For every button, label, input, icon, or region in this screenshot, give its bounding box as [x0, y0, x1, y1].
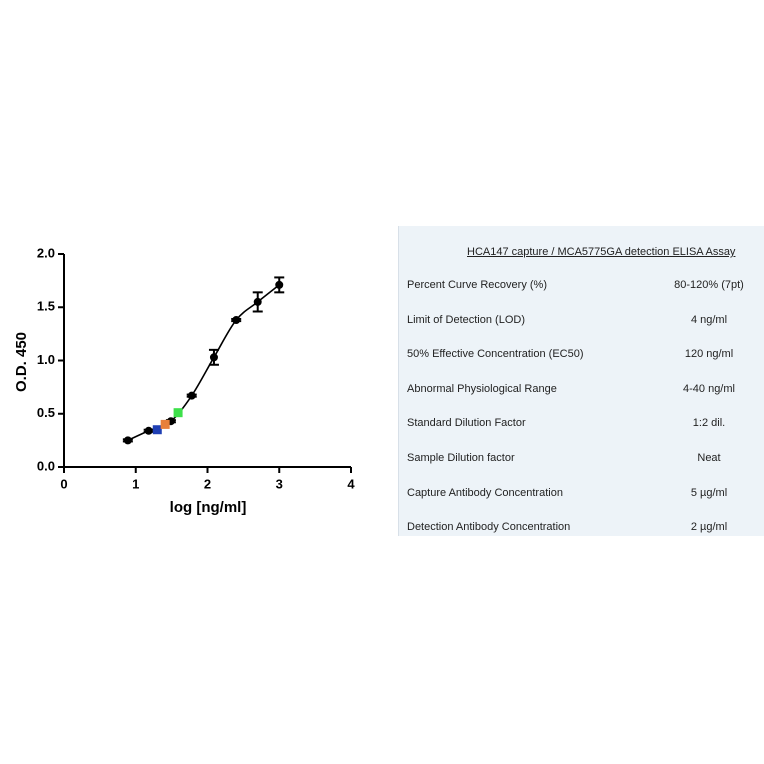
row-value: Neat	[697, 452, 721, 464]
row-label: Detection Antibody Concentration	[407, 521, 571, 534]
row-value: 4-40 ng/ml	[683, 382, 735, 395]
y-tick-label: 0.0	[37, 458, 55, 473]
point	[173, 408, 183, 418]
y-tick-label: 0.5	[37, 405, 55, 420]
point	[253, 297, 262, 306]
y-tick-label: 1.5	[37, 299, 55, 314]
y-tick-label: 1.0	[37, 352, 55, 367]
row-value: 1:2 dil.	[692, 417, 726, 430]
point	[209, 353, 218, 362]
y-axis-label: O.D. 450	[13, 332, 30, 392]
chart: log [ng/ml] O.D. 450 0 1 2 3 4 0.0 0.5 1.0 1.5 2.…	[13, 245, 355, 516]
row-label: Standard Dilution Factor	[407, 417, 526, 430]
row-label: Sample Dilution factor	[407, 452, 515, 464]
x-tick-label: 4	[347, 476, 355, 491]
table-title: HCA147 capture / MCA5775GA detection ELI…	[467, 246, 736, 258]
row-label: Abnormal Physiological Range	[407, 382, 557, 395]
row-value: 4 ng/ml	[690, 313, 728, 326]
x-tick-label: 1	[132, 476, 139, 491]
row-label: 50% Effective Concentration (EC50)	[407, 348, 584, 361]
x-tick-label: 0	[60, 476, 67, 491]
row-value: 2 µg/ml	[690, 521, 728, 534]
x-axis-label: log [ng/ml]	[170, 499, 247, 516]
spec-table: HCA147 capture / MCA5775GA detection ELI…	[398, 226, 764, 536]
row-value: 80-120% (7pt)	[674, 279, 744, 291]
point	[187, 391, 196, 400]
row-label: Limit of Detection (LOD)	[407, 313, 525, 326]
row-value: 120 ng/ml	[684, 348, 734, 361]
point	[152, 425, 162, 435]
point	[144, 426, 153, 435]
point	[123, 436, 132, 445]
row-label: Capture Antibody Concentration	[407, 486, 563, 499]
point	[275, 280, 284, 289]
x-tick-label: 2	[204, 476, 211, 491]
x-tick-label: 3	[276, 476, 283, 491]
y-tick-label: 2.0	[37, 245, 55, 260]
fit-curve	[127, 284, 280, 442]
row-value: 5 µg/ml	[690, 486, 728, 499]
point	[232, 316, 241, 325]
row-label: Percent Curve Recovery (%)	[407, 279, 547, 291]
point	[160, 419, 170, 429]
